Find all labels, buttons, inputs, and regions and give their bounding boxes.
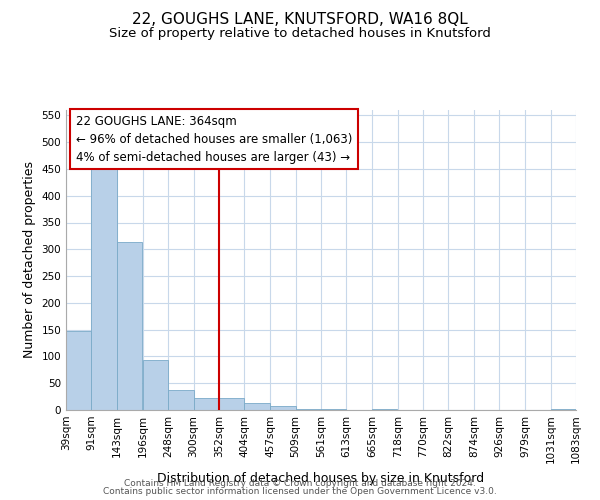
Y-axis label: Number of detached properties: Number of detached properties	[23, 162, 36, 358]
Text: Size of property relative to detached houses in Knutsford: Size of property relative to detached ho…	[109, 28, 491, 40]
Bar	[91, 166, 117, 410]
Text: 22, GOUGHS LANE, KNUTSFORD, WA16 8QL: 22, GOUGHS LANE, KNUTSFORD, WA16 8QL	[132, 12, 468, 28]
Text: 22 GOUGHS LANE: 364sqm
← 96% of detached houses are smaller (1,063)
4% of semi-d: 22 GOUGHS LANE: 364sqm ← 96% of detached…	[76, 114, 353, 164]
Bar	[143, 360, 168, 410]
X-axis label: Distribution of detached houses by size in Knutsford: Distribution of detached houses by size …	[157, 472, 485, 485]
Bar	[270, 406, 296, 410]
Bar	[219, 398, 244, 410]
Bar	[193, 398, 219, 410]
Bar	[244, 403, 270, 410]
Bar	[551, 409, 576, 410]
Text: Contains public sector information licensed under the Open Government Licence v3: Contains public sector information licen…	[103, 487, 497, 496]
Bar	[66, 330, 91, 410]
Text: Contains HM Land Registry data © Crown copyright and database right 2024.: Contains HM Land Registry data © Crown c…	[124, 478, 476, 488]
Bar	[168, 390, 193, 410]
Bar	[117, 242, 142, 410]
Bar	[372, 409, 397, 410]
